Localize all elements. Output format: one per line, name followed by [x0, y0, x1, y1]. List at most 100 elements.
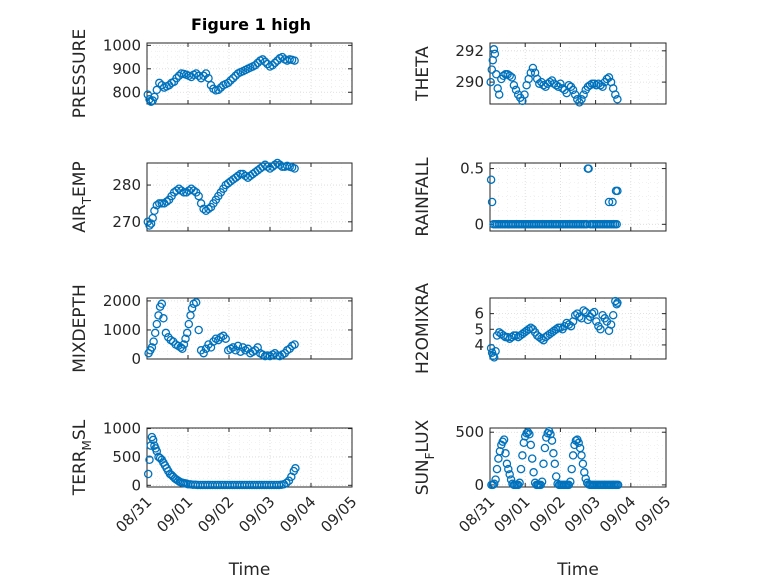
plot-border [146, 162, 353, 232]
data-point [505, 470, 514, 479]
data-point [258, 55, 267, 64]
ytick-label: 0 [131, 476, 141, 494]
data-point [580, 468, 589, 477]
data-point [172, 73, 181, 83]
data-point [268, 61, 277, 70]
data-point [515, 478, 524, 488]
data-point [611, 90, 620, 99]
data-point [612, 220, 621, 229]
plot-area [489, 297, 667, 360]
data-point [528, 63, 538, 73]
yaxis-label-main: PRESSURE [70, 29, 90, 118]
data-point [147, 343, 157, 352]
data-point [570, 90, 580, 99]
data-series [143, 432, 300, 490]
data-point [236, 347, 245, 356]
data-point [585, 80, 595, 90]
data-point [201, 344, 211, 354]
data-point [146, 219, 156, 228]
ytick-label: 280 [112, 176, 141, 194]
data-point [157, 299, 167, 309]
data-point [529, 468, 538, 477]
data-point [584, 164, 593, 173]
data-point [550, 459, 560, 469]
plot-area [489, 42, 667, 105]
data-point [527, 454, 537, 463]
data-point [191, 298, 201, 307]
data-point [214, 85, 223, 95]
ytick-label: 4 [474, 336, 484, 354]
data-point [491, 475, 500, 484]
yaxis-label: TERRMSL [70, 419, 94, 496]
data-point [499, 435, 509, 444]
subplot-row3-right: 456 H2OMIXRA [413, 283, 667, 374]
ytick-label: 6 [474, 305, 484, 323]
ytick-label: 1000 [103, 420, 141, 438]
data-point [194, 71, 203, 81]
ytick-label: 0 [131, 350, 141, 368]
data-point [149, 337, 158, 346]
yaxis-label: H2OMIXRA [413, 283, 433, 374]
ytick-label: 1000 [103, 36, 141, 54]
data-point [547, 436, 557, 445]
data-series [486, 296, 622, 362]
yaxis-label-rest: LUX [413, 419, 433, 452]
data-point [562, 88, 571, 98]
yaxis-label-main: AIR [70, 204, 90, 233]
data-point [157, 199, 167, 208]
ytick-label: 800 [112, 83, 141, 101]
data-point [568, 85, 578, 95]
data-point [507, 73, 517, 82]
data-point [556, 79, 565, 88]
subplot-row3-left: 0 1000 2000 MIXDEPTH [70, 284, 353, 373]
data-point [161, 328, 171, 338]
ytick-label: 500 [455, 423, 484, 441]
data-point [231, 346, 240, 355]
data-point [509, 80, 519, 90]
plot-border [489, 297, 667, 360]
data-point [490, 49, 500, 59]
data-point [189, 186, 198, 195]
data-series [486, 45, 622, 107]
data-point [574, 438, 583, 448]
data-point [518, 451, 527, 460]
yaxis-label-subscript: M [80, 440, 94, 450]
data-point [191, 69, 201, 78]
yaxis-label: SUNFLUX [413, 419, 437, 495]
data-point [540, 443, 550, 453]
data-point [143, 469, 153, 479]
figure-title: Figure 1 high [191, 15, 311, 34]
data-point [486, 175, 496, 184]
data-point [523, 427, 533, 437]
data-point [566, 321, 576, 331]
data-point [226, 76, 235, 85]
data-point [499, 71, 508, 81]
data-point [579, 306, 588, 315]
yaxis-label: AIRTEMP [70, 161, 94, 232]
data-point [290, 340, 299, 349]
data-point [148, 435, 158, 445]
data-point [194, 191, 203, 201]
subplot-top-left: 800 900 1000 PRESSURE [70, 29, 353, 118]
data-point [187, 303, 197, 313]
yaxis-label-rest: SL [70, 419, 90, 440]
data-point [199, 348, 208, 358]
data-point [290, 164, 299, 173]
data-point [556, 323, 565, 332]
data-point [201, 69, 211, 78]
data-point [526, 323, 536, 332]
data-point [236, 169, 245, 179]
data-point [504, 464, 513, 474]
data-point [150, 206, 159, 216]
data-point [179, 188, 189, 197]
yaxis-label-rest: EMP [70, 161, 90, 197]
data-point [568, 451, 578, 460]
data-point [539, 459, 548, 469]
data-point [194, 325, 203, 335]
xaxis-label: Time [556, 560, 599, 580]
data-point [608, 310, 618, 320]
data-point [608, 197, 617, 207]
data-point [223, 78, 233, 88]
data-point [487, 197, 497, 207]
